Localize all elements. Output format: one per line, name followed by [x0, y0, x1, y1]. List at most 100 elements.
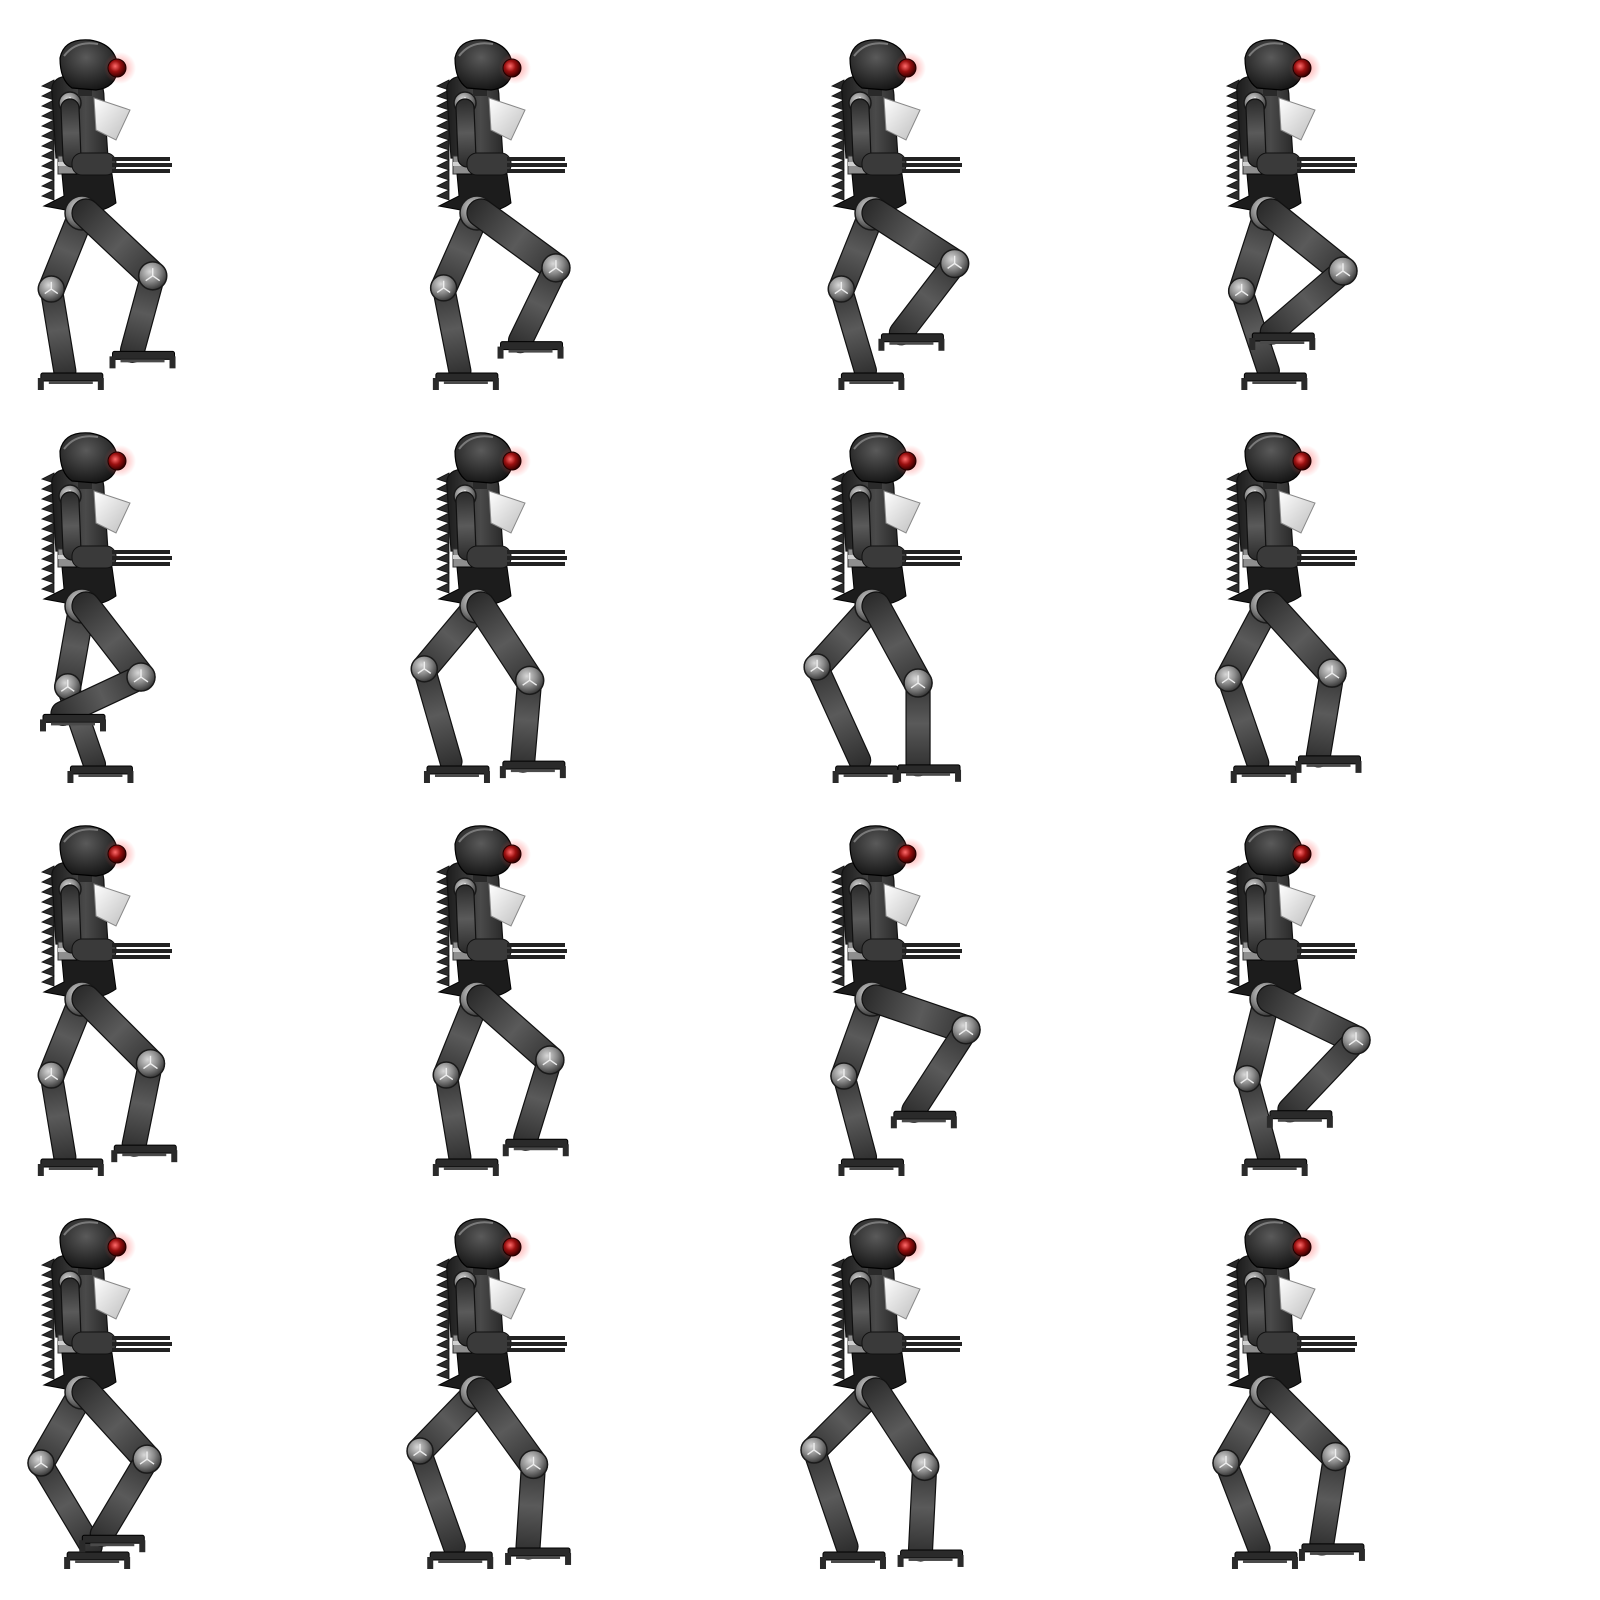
back-knee-joint: [406, 1437, 434, 1465]
torso: [832, 75, 921, 214]
eye: [1292, 844, 1312, 864]
robot-frame: [429, 39, 571, 390]
chest-plate: [488, 490, 526, 534]
torso: [832, 468, 921, 607]
forearm: [466, 1331, 512, 1355]
torso: [437, 1254, 526, 1393]
forearm: [861, 938, 907, 962]
back-foot: [37, 1158, 104, 1176]
eye: [502, 844, 522, 864]
robot-frame: [40, 432, 172, 783]
back-foot: [432, 1158, 499, 1176]
arm: [58, 1270, 172, 1355]
forearm: [1256, 545, 1302, 569]
eye: [897, 451, 917, 471]
back-foot: [838, 1158, 905, 1176]
finger: [507, 949, 567, 953]
finger: [1297, 169, 1355, 173]
finger: [902, 562, 960, 566]
head: [454, 39, 531, 96]
robot-frame: [1225, 39, 1358, 390]
forearm: [861, 545, 907, 569]
chest-plate: [1278, 490, 1316, 534]
back-knee-joint: [37, 275, 66, 303]
forearm: [1256, 938, 1302, 962]
finger: [902, 1336, 960, 1340]
eye: [107, 58, 127, 78]
finger: [902, 955, 960, 959]
back-knee-joint: [1212, 1449, 1240, 1477]
back-spikes: [830, 472, 845, 594]
front-knee-joint: [1328, 256, 1358, 286]
head: [454, 1218, 531, 1275]
back-foot: [1230, 765, 1297, 783]
front-foot: [895, 764, 962, 782]
forearm: [71, 152, 117, 176]
back-spikes: [435, 472, 450, 594]
front-foot: [79, 1534, 146, 1553]
front-knee-joint: [518, 1449, 549, 1480]
finger: [1297, 955, 1355, 959]
head: [59, 432, 136, 489]
back-knee-joint: [1214, 664, 1243, 693]
back-spikes: [40, 79, 55, 201]
chest-plate: [1278, 883, 1316, 927]
torso: [42, 75, 131, 214]
back-knee-joint: [827, 275, 856, 303]
arm: [58, 877, 172, 962]
front-knee-joint: [939, 248, 970, 279]
arm: [453, 1270, 567, 1355]
head: [59, 825, 136, 882]
finger: [507, 550, 565, 554]
arm: [453, 91, 567, 176]
arm: [1243, 484, 1357, 569]
head: [454, 432, 531, 489]
finger: [507, 163, 567, 167]
finger: [507, 556, 567, 560]
torso: [1227, 1254, 1316, 1393]
chest-plate: [883, 1276, 921, 1320]
front-knee-joint: [137, 261, 168, 291]
back-foot: [1241, 1158, 1308, 1176]
back-spikes: [40, 1258, 55, 1380]
forearm: [466, 938, 512, 962]
back-knee-joint: [410, 655, 439, 683]
finger: [112, 1342, 172, 1346]
chest-plate: [883, 883, 921, 927]
robot-frame: [1212, 1218, 1365, 1569]
front-foot: [502, 1138, 569, 1157]
head: [849, 1218, 926, 1275]
front-foot: [505, 1547, 572, 1565]
back-knee-joint: [27, 1449, 55, 1477]
chest-plate: [93, 883, 131, 927]
finger: [902, 1342, 962, 1346]
eye: [1292, 1237, 1312, 1257]
front-knee-joint: [514, 665, 545, 696]
arm: [848, 91, 962, 176]
finger: [902, 1348, 960, 1352]
chest-plate: [883, 97, 921, 141]
head: [1244, 1218, 1321, 1275]
finger: [1297, 556, 1357, 560]
robot-frame: [432, 825, 569, 1176]
back-foot: [1231, 1551, 1298, 1569]
finger: [507, 1342, 567, 1346]
chest-plate: [488, 1276, 526, 1320]
robot-frame: [1214, 432, 1362, 783]
front-knee-joint: [535, 1045, 565, 1075]
finger: [1297, 949, 1357, 953]
forearm: [71, 545, 117, 569]
front-knee-joint: [541, 253, 571, 283]
finger: [902, 943, 960, 947]
finger: [507, 157, 565, 161]
torso: [42, 468, 131, 607]
robot-frame: [830, 825, 981, 1176]
finger: [1297, 1336, 1355, 1340]
back-knee-joint: [803, 653, 831, 681]
finger: [1297, 157, 1355, 161]
arm: [453, 877, 567, 962]
head: [1244, 825, 1321, 882]
front-foot: [1266, 1110, 1333, 1128]
finger: [112, 1348, 170, 1352]
arm: [58, 484, 172, 569]
